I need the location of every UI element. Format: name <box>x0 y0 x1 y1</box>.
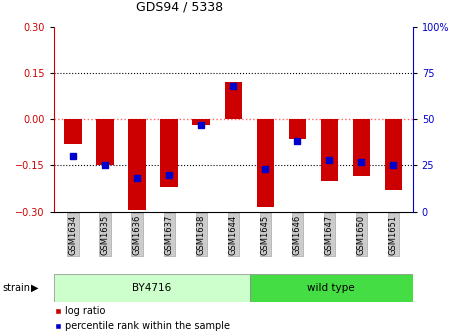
Bar <box>353 119 370 176</box>
Text: ▶: ▶ <box>30 283 38 293</box>
Text: wild type: wild type <box>307 283 355 293</box>
Legend: log ratio, percentile rank within the sample: log ratio, percentile rank within the sa… <box>54 306 230 331</box>
Bar <box>129 119 146 210</box>
Bar <box>54 274 250 302</box>
Bar <box>160 119 178 187</box>
Bar <box>225 82 242 119</box>
Bar <box>64 119 82 144</box>
Bar <box>257 119 274 207</box>
Bar <box>97 119 114 166</box>
Text: strain: strain <box>2 283 30 293</box>
Text: BY4716: BY4716 <box>132 283 171 293</box>
Text: GDS94 / 5338: GDS94 / 5338 <box>136 0 223 13</box>
Bar <box>250 274 413 302</box>
Bar <box>192 119 210 125</box>
Bar <box>288 119 306 139</box>
Bar <box>321 119 338 181</box>
Bar <box>385 119 402 190</box>
